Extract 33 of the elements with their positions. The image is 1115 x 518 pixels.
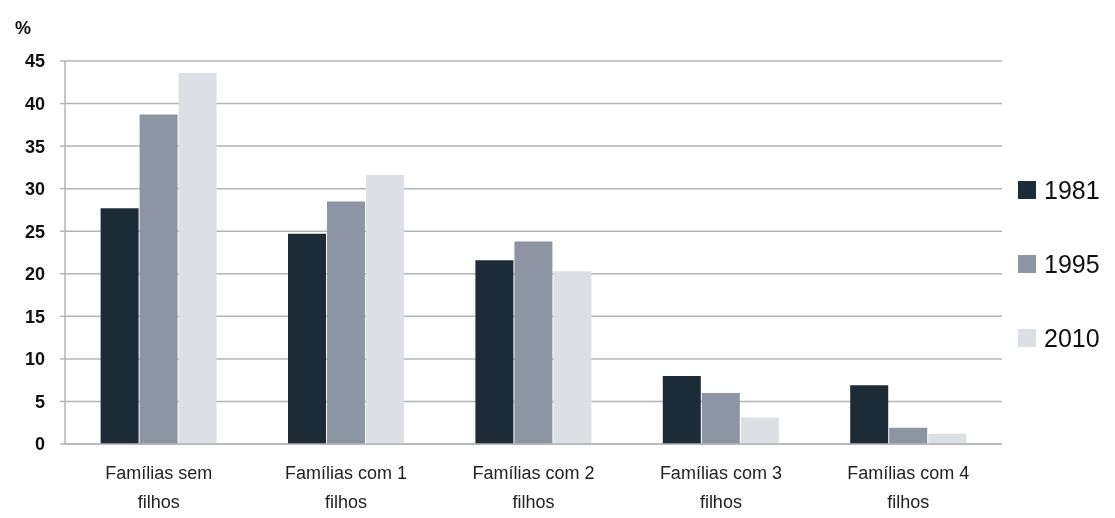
bar xyxy=(662,375,701,444)
bar xyxy=(701,392,740,444)
x-tick-label: Famílias com 4 filhos xyxy=(847,462,970,512)
y-tick-label: 35 xyxy=(24,136,45,157)
bar xyxy=(475,260,514,444)
y-axis-title: % xyxy=(15,18,32,39)
bar xyxy=(889,427,928,444)
x-tick-label: Famílias com 2 filhos xyxy=(472,462,595,512)
y-tick-label: 25 xyxy=(24,221,45,242)
x-tick-label: Famílias sem filhos xyxy=(105,462,213,512)
y-tick-label: 45 xyxy=(24,51,45,72)
bar xyxy=(178,72,217,444)
y-tick-label: 15 xyxy=(24,306,45,327)
y-tick-label: 0 xyxy=(34,434,45,455)
bar xyxy=(740,417,779,444)
bar xyxy=(514,241,553,444)
bar xyxy=(100,208,139,444)
bar xyxy=(553,271,592,444)
bar xyxy=(327,201,366,444)
y-tick-label: 20 xyxy=(24,264,45,285)
bar xyxy=(850,385,889,444)
legend-label: 2010 xyxy=(1044,324,1100,352)
legend-label: 1981 xyxy=(1044,176,1100,204)
bar xyxy=(366,175,405,444)
y-tick-label: 30 xyxy=(24,179,45,200)
bar xyxy=(288,233,327,444)
y-tick-label: 5 xyxy=(34,391,45,412)
legend-label: 1995 xyxy=(1044,250,1100,278)
x-tick-label: Famílias com 1 filhos xyxy=(285,462,408,512)
bar xyxy=(139,114,178,444)
y-tick-label: 10 xyxy=(24,349,45,370)
y-tick-label: 40 xyxy=(24,93,45,114)
x-tick-label: Famílias com 3 filhos xyxy=(659,462,782,512)
